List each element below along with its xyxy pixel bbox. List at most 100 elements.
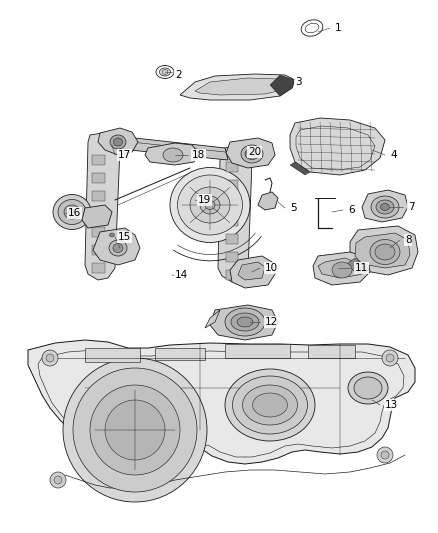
Text: 12: 12 bbox=[265, 317, 278, 327]
Text: 7: 7 bbox=[408, 202, 415, 212]
Ellipse shape bbox=[58, 199, 86, 224]
Polygon shape bbox=[290, 118, 385, 175]
Ellipse shape bbox=[68, 209, 75, 215]
Text: 2: 2 bbox=[175, 70, 182, 80]
Polygon shape bbox=[226, 216, 238, 226]
Ellipse shape bbox=[225, 308, 265, 336]
Polygon shape bbox=[225, 344, 290, 358]
Text: 14: 14 bbox=[175, 270, 188, 280]
Polygon shape bbox=[92, 155, 105, 165]
Polygon shape bbox=[210, 305, 278, 340]
Circle shape bbox=[54, 476, 62, 484]
Circle shape bbox=[50, 472, 66, 488]
Ellipse shape bbox=[113, 138, 123, 146]
Text: 5: 5 bbox=[290, 203, 297, 213]
Ellipse shape bbox=[375, 244, 395, 260]
Ellipse shape bbox=[156, 66, 174, 78]
Ellipse shape bbox=[381, 204, 389, 211]
Text: 19: 19 bbox=[198, 195, 211, 205]
Text: 4: 4 bbox=[390, 150, 397, 160]
Text: 16: 16 bbox=[68, 208, 81, 218]
Polygon shape bbox=[226, 198, 238, 208]
Ellipse shape bbox=[163, 148, 183, 162]
Ellipse shape bbox=[370, 239, 400, 264]
Ellipse shape bbox=[241, 145, 263, 163]
Ellipse shape bbox=[170, 167, 250, 243]
Ellipse shape bbox=[231, 313, 259, 331]
Circle shape bbox=[382, 350, 398, 366]
Polygon shape bbox=[226, 162, 238, 172]
Ellipse shape bbox=[252, 393, 287, 417]
Polygon shape bbox=[85, 348, 140, 362]
Ellipse shape bbox=[376, 200, 394, 214]
Ellipse shape bbox=[113, 244, 123, 253]
Polygon shape bbox=[270, 75, 295, 96]
Polygon shape bbox=[313, 252, 370, 285]
Polygon shape bbox=[85, 132, 120, 280]
Text: 11: 11 bbox=[355, 263, 368, 273]
Polygon shape bbox=[308, 345, 355, 358]
Ellipse shape bbox=[245, 149, 259, 159]
Circle shape bbox=[46, 354, 54, 362]
Polygon shape bbox=[350, 226, 418, 275]
Circle shape bbox=[377, 447, 393, 463]
Circle shape bbox=[42, 350, 58, 366]
Polygon shape bbox=[98, 128, 138, 155]
Polygon shape bbox=[28, 340, 415, 464]
Polygon shape bbox=[92, 263, 105, 273]
Ellipse shape bbox=[177, 175, 243, 235]
Ellipse shape bbox=[243, 385, 297, 425]
Ellipse shape bbox=[237, 317, 253, 327]
Polygon shape bbox=[226, 252, 238, 262]
Ellipse shape bbox=[190, 187, 230, 223]
Polygon shape bbox=[226, 138, 275, 168]
Polygon shape bbox=[108, 135, 228, 160]
Text: 8: 8 bbox=[405, 235, 412, 245]
Polygon shape bbox=[258, 192, 278, 210]
Polygon shape bbox=[155, 348, 205, 360]
Circle shape bbox=[63, 358, 207, 502]
Polygon shape bbox=[318, 258, 360, 278]
Circle shape bbox=[381, 451, 389, 459]
Ellipse shape bbox=[348, 372, 388, 404]
Ellipse shape bbox=[110, 135, 126, 149]
Ellipse shape bbox=[126, 231, 131, 235]
Polygon shape bbox=[226, 234, 238, 244]
Ellipse shape bbox=[371, 196, 399, 218]
Text: 3: 3 bbox=[295, 77, 302, 87]
Ellipse shape bbox=[53, 195, 91, 230]
Ellipse shape bbox=[162, 69, 168, 75]
Text: 15: 15 bbox=[118, 232, 131, 242]
Polygon shape bbox=[92, 191, 105, 201]
Circle shape bbox=[105, 400, 165, 460]
Ellipse shape bbox=[354, 377, 382, 399]
Ellipse shape bbox=[225, 369, 315, 441]
Polygon shape bbox=[345, 258, 370, 275]
Text: 10: 10 bbox=[265, 263, 278, 273]
Text: 17: 17 bbox=[118, 150, 131, 160]
Ellipse shape bbox=[159, 68, 170, 76]
Polygon shape bbox=[92, 173, 105, 183]
Polygon shape bbox=[92, 209, 105, 219]
Ellipse shape bbox=[200, 196, 220, 214]
Polygon shape bbox=[355, 233, 410, 268]
Text: 20: 20 bbox=[248, 147, 261, 157]
Polygon shape bbox=[93, 228, 140, 265]
Text: 1: 1 bbox=[335, 23, 342, 33]
Polygon shape bbox=[180, 74, 295, 100]
Polygon shape bbox=[195, 78, 286, 95]
Ellipse shape bbox=[205, 200, 215, 209]
Polygon shape bbox=[205, 310, 220, 328]
Ellipse shape bbox=[110, 233, 114, 237]
Polygon shape bbox=[290, 162, 310, 175]
Polygon shape bbox=[92, 245, 105, 255]
Circle shape bbox=[386, 354, 394, 362]
Polygon shape bbox=[92, 227, 105, 237]
Ellipse shape bbox=[109, 240, 127, 256]
Ellipse shape bbox=[301, 20, 323, 36]
Polygon shape bbox=[362, 190, 408, 222]
Text: 18: 18 bbox=[192, 150, 205, 160]
Circle shape bbox=[90, 385, 180, 475]
Circle shape bbox=[73, 368, 197, 492]
Ellipse shape bbox=[64, 205, 80, 219]
